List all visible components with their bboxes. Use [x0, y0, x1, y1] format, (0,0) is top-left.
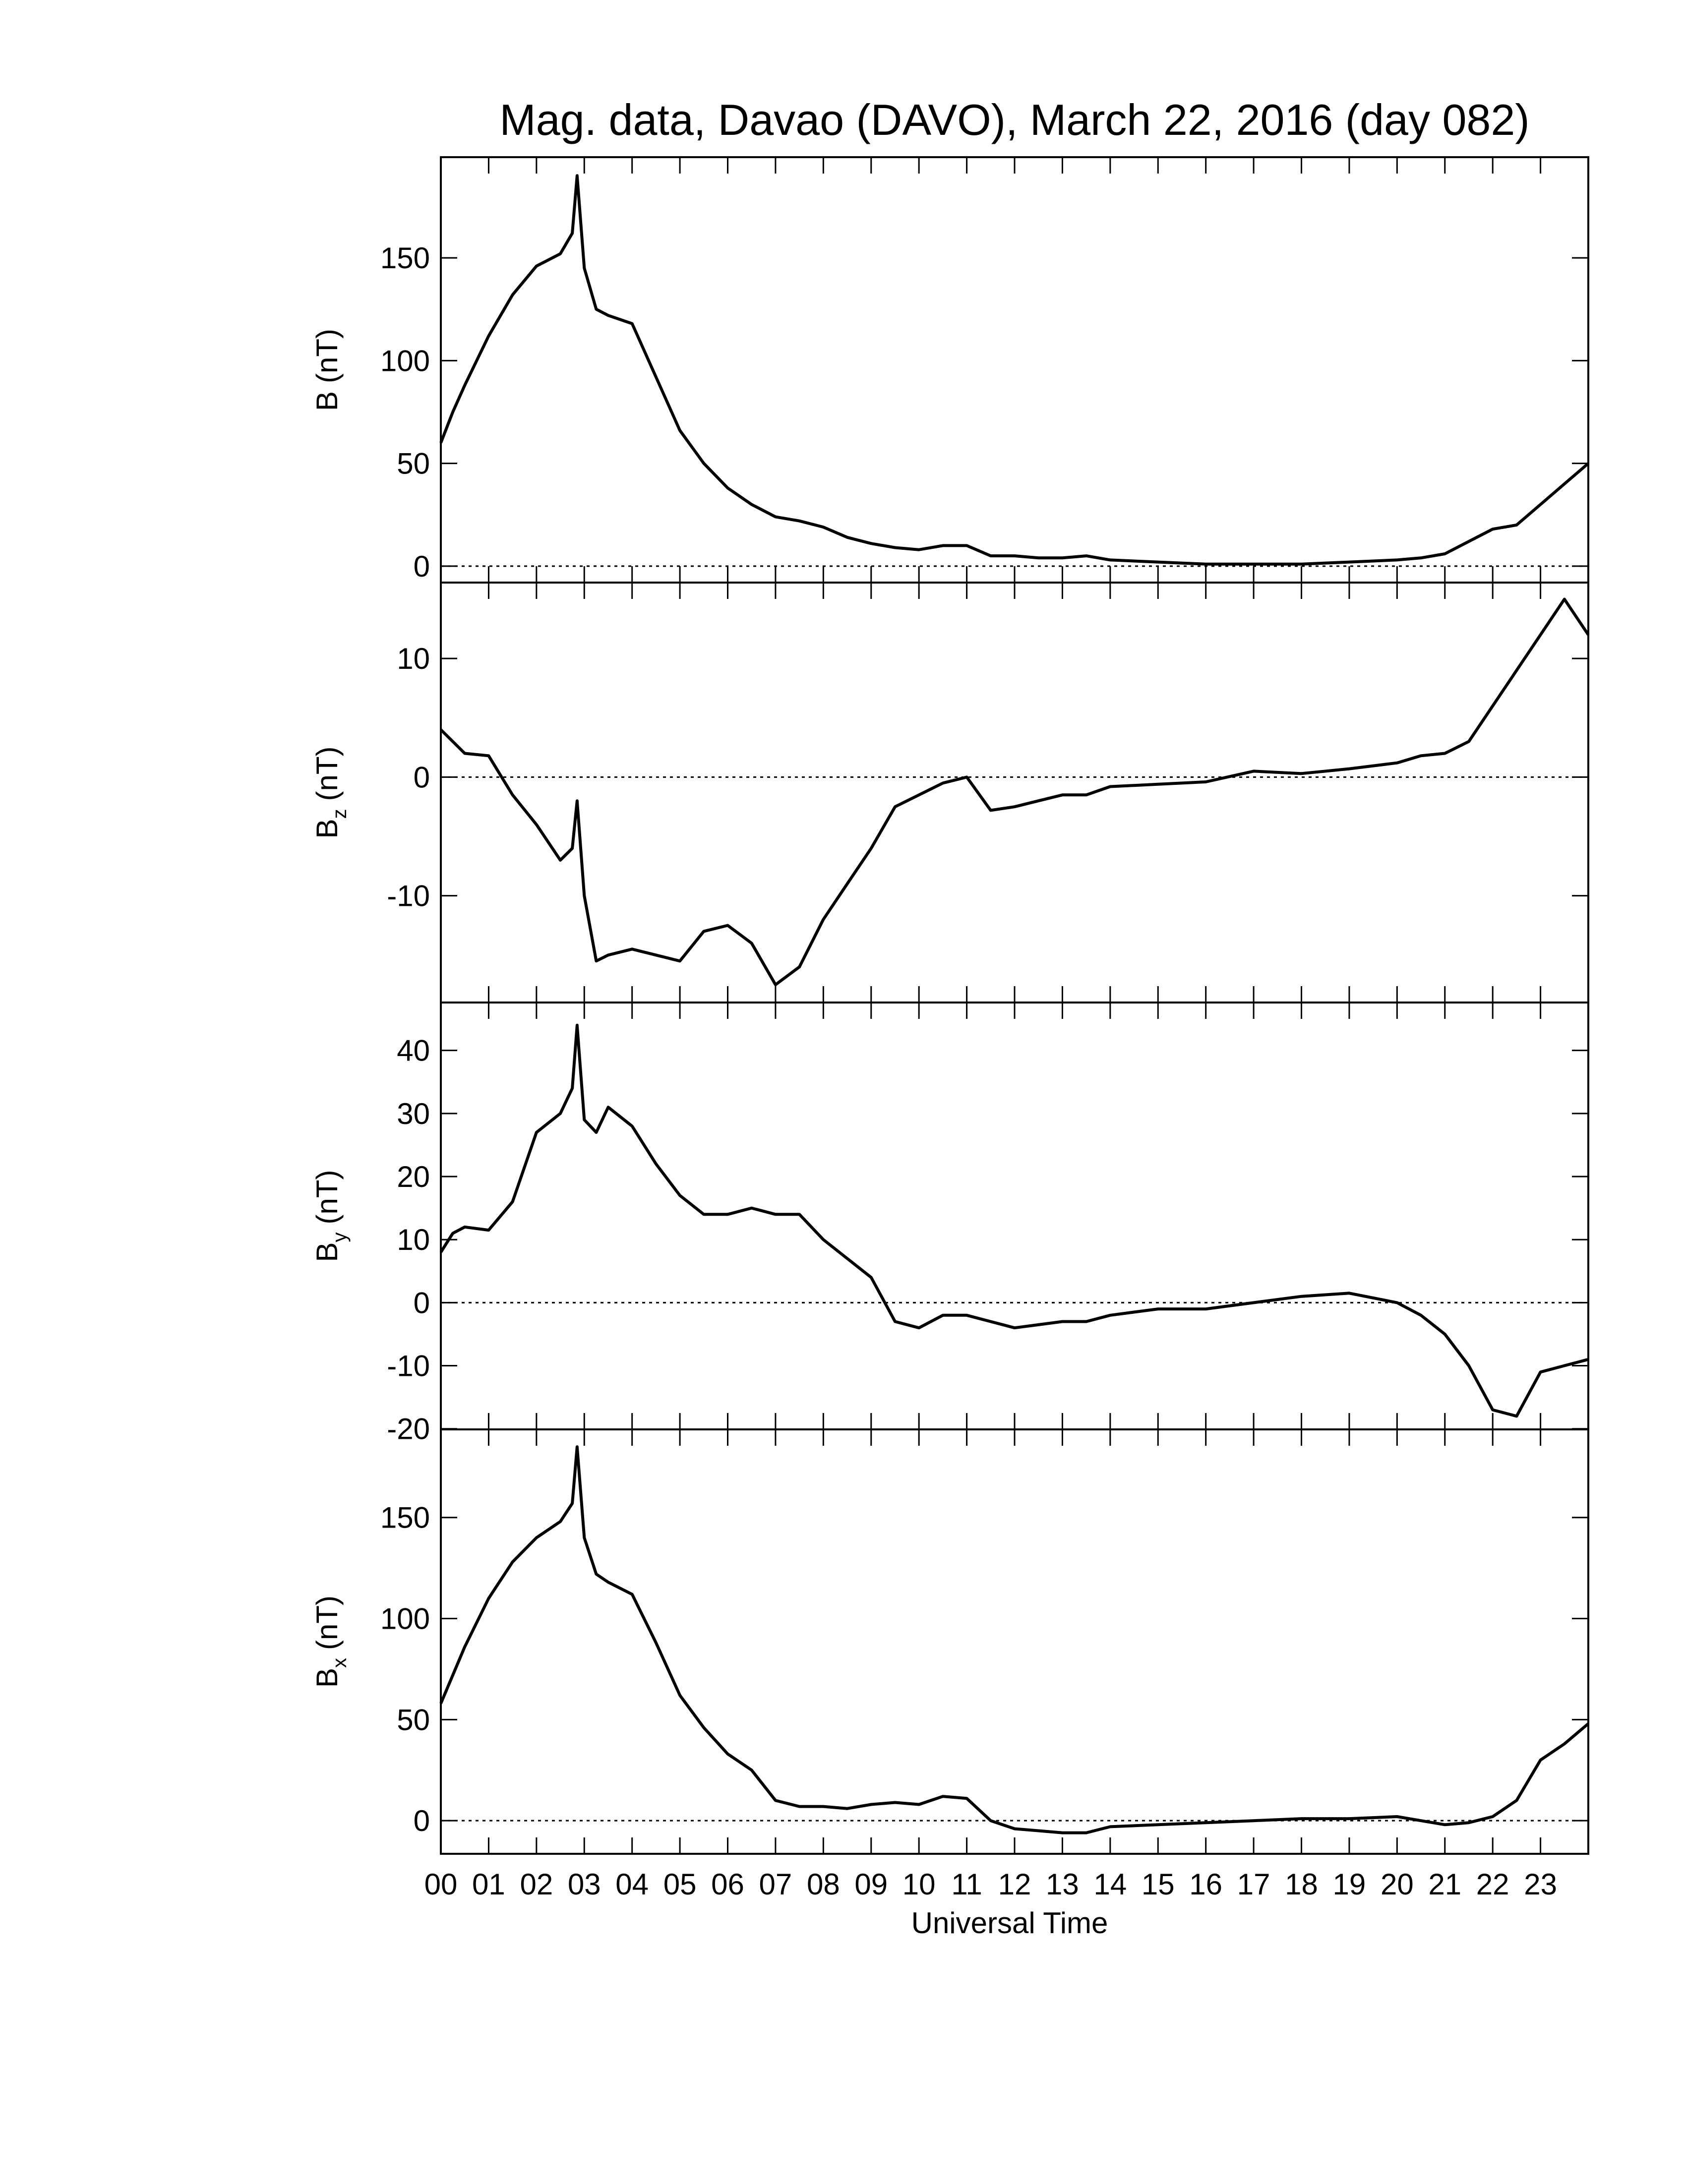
x-axis-label: Universal Time [911, 1906, 1108, 1940]
x-tick-label: 23 [1524, 1868, 1557, 1901]
x-tick-label: 16 [1189, 1868, 1222, 1901]
x-tick-label: 15 [1142, 1868, 1175, 1901]
y-axis-label: B (nT) [310, 329, 344, 411]
y-tick-label: 0 [414, 1286, 430, 1319]
x-tick-label: 07 [759, 1868, 792, 1901]
y-axis-label-sub: y [329, 1232, 351, 1242]
chart-title: Mag. data, Davao (DAVO), March 22, 2016 … [499, 95, 1529, 144]
x-tick-label: 03 [568, 1868, 601, 1901]
y-tick-label: 20 [397, 1160, 430, 1193]
y-tick-label: 0 [414, 550, 430, 583]
y-tick-label: 0 [414, 1804, 430, 1837]
y-axis-label-main: B [310, 1668, 344, 1688]
y-tick-label: -10 [387, 1350, 430, 1383]
y-axis-label-main: B [310, 1242, 344, 1262]
x-tick-label: 05 [663, 1868, 697, 1901]
y-axis-label: Bz (nT) [310, 746, 351, 838]
y-axis-label-unit: (nT) [310, 1595, 344, 1650]
x-tick-label: 06 [711, 1868, 744, 1901]
y-tick-label: -20 [387, 1413, 430, 1446]
y-axis-label: By (nT) [310, 1170, 351, 1262]
y-tick-label: 40 [397, 1034, 430, 1067]
y-tick-label: 100 [380, 344, 430, 377]
y-tick-label: 30 [397, 1097, 430, 1130]
data-line [439, 174, 1589, 566]
y-axis-label-unit: (nT) [310, 329, 344, 383]
x-tick-label: 21 [1428, 1868, 1461, 1901]
x-tick-label: 01 [472, 1868, 505, 1901]
x-tick-label: 14 [1093, 1868, 1127, 1901]
x-tick-label: 09 [854, 1868, 888, 1901]
x-tick-label: 17 [1237, 1868, 1270, 1901]
x-tick-label: 00 [424, 1868, 458, 1901]
x-tick-label: 08 [807, 1868, 840, 1901]
data-line [439, 1445, 1589, 1834]
y-tick-label: 10 [397, 642, 430, 675]
x-tick-label: 18 [1285, 1868, 1318, 1901]
y-tick-label: 50 [397, 1703, 430, 1736]
x-tick-label: 13 [1046, 1868, 1079, 1901]
data-line [439, 597, 1590, 987]
x-tick-label: 02 [520, 1868, 553, 1901]
y-axis-label-main: B [310, 391, 344, 411]
data-line [439, 1023, 1589, 1418]
x-tick-label: 04 [615, 1868, 649, 1901]
y-tick-label: 0 [414, 761, 430, 794]
x-tick-label: 22 [1476, 1868, 1509, 1901]
y-axis-label-sub: x [329, 1658, 351, 1668]
y-axis-label-sub: z [329, 809, 351, 819]
y-tick-label: -10 [387, 880, 430, 913]
x-tick-label: 12 [998, 1868, 1031, 1901]
x-tick-label: 19 [1333, 1868, 1366, 1901]
y-tick-label: 150 [380, 241, 430, 275]
y-axis-label-unit: (nT) [310, 1170, 344, 1224]
y-axis-label-unit: (nT) [310, 746, 344, 801]
y-tick-label: 50 [397, 447, 430, 480]
x-tick-label: 10 [903, 1868, 936, 1901]
y-tick-label: 100 [380, 1602, 430, 1636]
x-tick-label: 20 [1381, 1868, 1414, 1901]
y-tick-label: 150 [380, 1501, 430, 1535]
x-tick-label: 11 [951, 1868, 982, 1901]
y-tick-label: 10 [397, 1223, 430, 1256]
y-axis-label: Bx (nT) [310, 1595, 351, 1688]
y-axis-label-main: B [310, 819, 344, 838]
